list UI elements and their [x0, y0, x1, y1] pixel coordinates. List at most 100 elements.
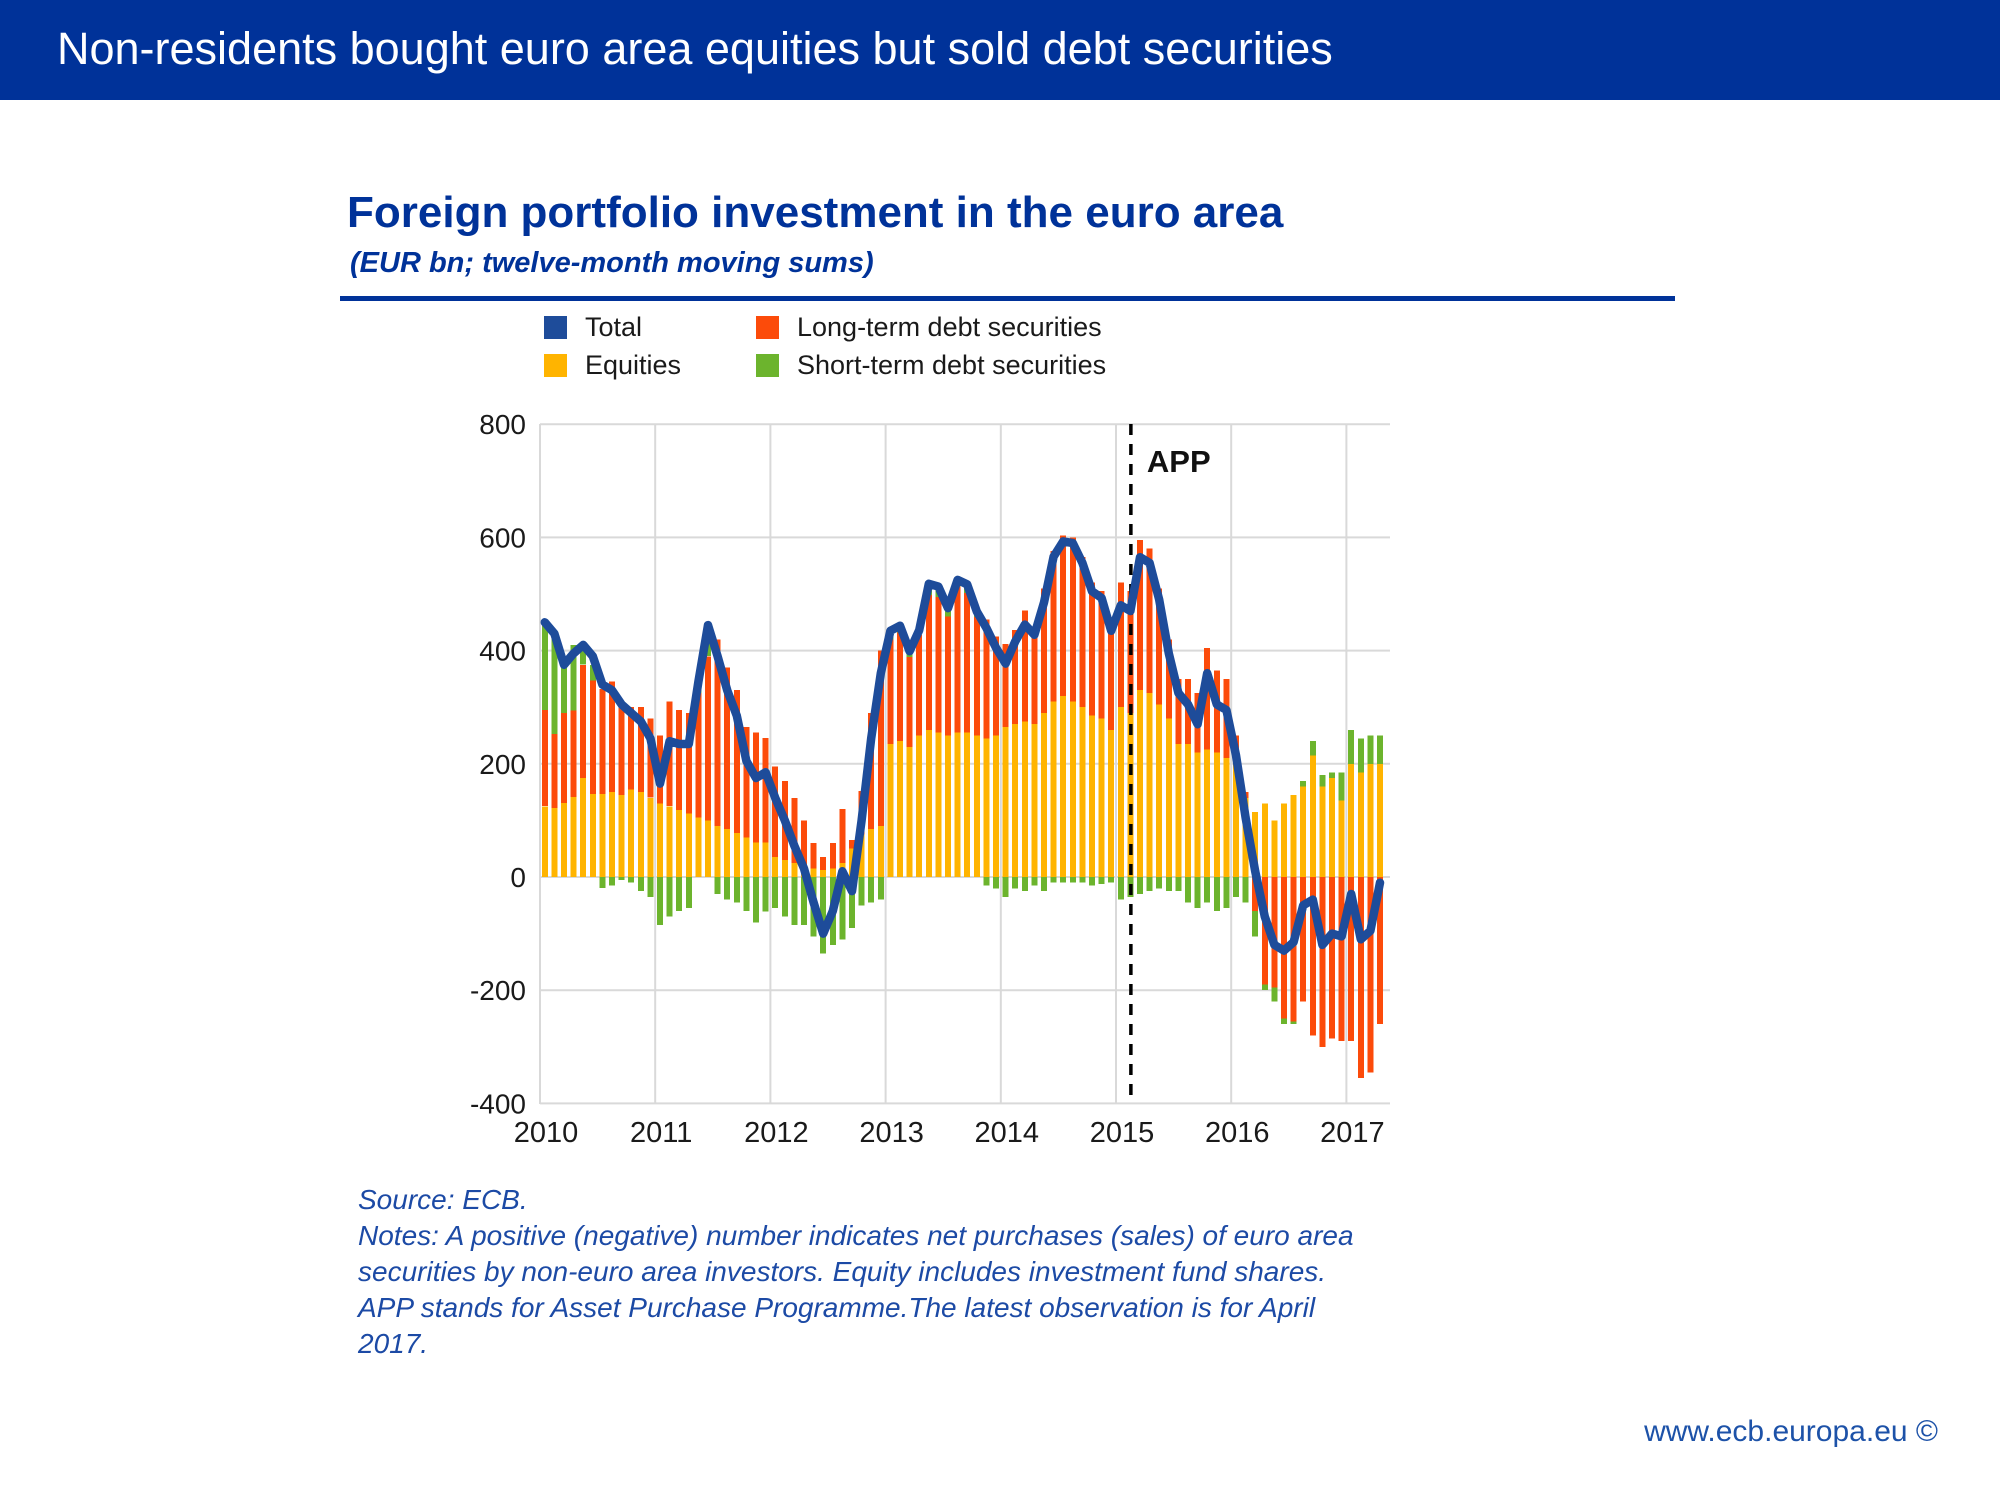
- bar-segment: [858, 834, 865, 877]
- legend-label: Total: [585, 312, 643, 342]
- bar-segment: [1357, 772, 1364, 877]
- bar-segment: [599, 689, 606, 794]
- bar-segment: [801, 820, 807, 866]
- bar-segment: [1089, 715, 1095, 877]
- bar-segment: [743, 877, 750, 911]
- bar-segment: [925, 595, 932, 730]
- bar-segment: [541, 806, 548, 878]
- bar-segment: [570, 710, 577, 798]
- bar-segment: [647, 877, 654, 897]
- bar-segment: [1165, 877, 1172, 892]
- bar-segment: [609, 877, 615, 886]
- bar-segment: [1165, 718, 1172, 877]
- bar-segment: [618, 701, 625, 795]
- bar-segment: [1089, 877, 1095, 886]
- bar-segment: [753, 842, 759, 877]
- bar-segment: [743, 837, 750, 877]
- bar-segment: [791, 862, 798, 878]
- bar-segment: [580, 664, 587, 778]
- bar-segment: [791, 797, 798, 863]
- bar-segment: [1146, 693, 1153, 877]
- bar-segment: [1204, 877, 1211, 903]
- bar-segment: [1041, 877, 1047, 892]
- bar-segment: [829, 868, 836, 877]
- bar-segment: [1204, 749, 1211, 877]
- bar-segment: [589, 680, 596, 794]
- bar-segment: [609, 792, 615, 877]
- bar-segment: [580, 778, 587, 877]
- bar-segment: [916, 735, 923, 877]
- y-tick-label: -400: [470, 1088, 526, 1119]
- banner: Non-residents bought euro area equities …: [0, 0, 2000, 100]
- bar-segment: [657, 877, 663, 926]
- bar-segment: [916, 634, 923, 736]
- bar-segment: [743, 727, 750, 838]
- bar-segment: [1213, 877, 1220, 911]
- bar-segment: [935, 596, 942, 733]
- x-tick-label: 2017: [1320, 1117, 1385, 1149]
- bar-segment: [887, 744, 894, 877]
- bar-segment: [1031, 877, 1038, 886]
- total-line: [540, 537, 1385, 955]
- y-tick-label: 200: [479, 749, 526, 780]
- legend-swatch: [544, 354, 567, 377]
- bar-segment: [1117, 877, 1124, 900]
- bar-segment: [1223, 758, 1230, 877]
- bar-segment: [1194, 752, 1201, 877]
- bar-segment: [877, 877, 884, 900]
- bar-segment: [839, 877, 846, 940]
- footer-url: www.ecb.europa.eu ©: [1644, 1415, 1938, 1448]
- bar-segment: [589, 664, 596, 681]
- legend-label: Long-term debt securities: [797, 312, 1102, 342]
- bar-segment: [945, 608, 951, 617]
- bar-segment: [1041, 712, 1047, 877]
- bar-segment: [753, 732, 759, 843]
- chart-legend: Total Long-term debt securities Equities Sh…: [544, 312, 1106, 380]
- bar-segment: [1367, 877, 1374, 1073]
- bar-segment: [964, 592, 971, 733]
- bar-segment: [733, 877, 740, 903]
- bar-segment: [1252, 811, 1259, 877]
- bar-segment: [695, 817, 702, 877]
- bar-segment: [772, 877, 779, 909]
- bar-segment: [714, 877, 721, 894]
- bar-segment: [1060, 695, 1067, 877]
- notes-text: Notes: A positive (negative) number indi…: [358, 1220, 1354, 1359]
- bar-segment: [1242, 877, 1249, 903]
- bar-segment: [551, 733, 558, 808]
- bar-segment: [1281, 1018, 1287, 1025]
- bar-segment: [541, 710, 548, 807]
- bar-segment: [945, 616, 951, 736]
- bar-segment: [1108, 729, 1115, 877]
- bar-segment: [733, 690, 740, 833]
- slide-title: Non-residents bought euro area equities …: [57, 23, 1333, 74]
- bar-segment: [589, 793, 596, 877]
- bar-segment: [1377, 735, 1383, 764]
- bar-segment: [781, 860, 788, 877]
- bar-segment: [1357, 877, 1364, 1078]
- bar-segment: [897, 741, 903, 877]
- bar-segment: [1377, 877, 1383, 1025]
- bar-segment: [1309, 741, 1316, 756]
- x-axis-labels: 2010 2011 2012 2013 2014 2015 2016 2017: [514, 1117, 1385, 1149]
- bar-segment: [983, 738, 990, 877]
- bar-segment: [1108, 877, 1115, 883]
- bar-segment: [1156, 588, 1163, 705]
- bar-segment: [1079, 707, 1086, 877]
- bar-segment: [1252, 877, 1259, 911]
- bar-segment: [1348, 763, 1355, 877]
- bar-segment: [1290, 877, 1297, 1022]
- bar-segment: [820, 870, 827, 877]
- bar-segment: [1137, 877, 1143, 894]
- bar-segment: [1069, 701, 1076, 877]
- bar-segment: [676, 810, 683, 877]
- bar-segment: [964, 732, 971, 877]
- y-tick-label: 0: [510, 862, 526, 893]
- bar-segment: [733, 832, 740, 877]
- legend-label: Equities: [585, 350, 682, 380]
- bar-segment: [839, 809, 846, 863]
- bar-segment: [1079, 877, 1086, 883]
- bar-segment: [925, 729, 932, 877]
- bar-segment: [1213, 752, 1220, 877]
